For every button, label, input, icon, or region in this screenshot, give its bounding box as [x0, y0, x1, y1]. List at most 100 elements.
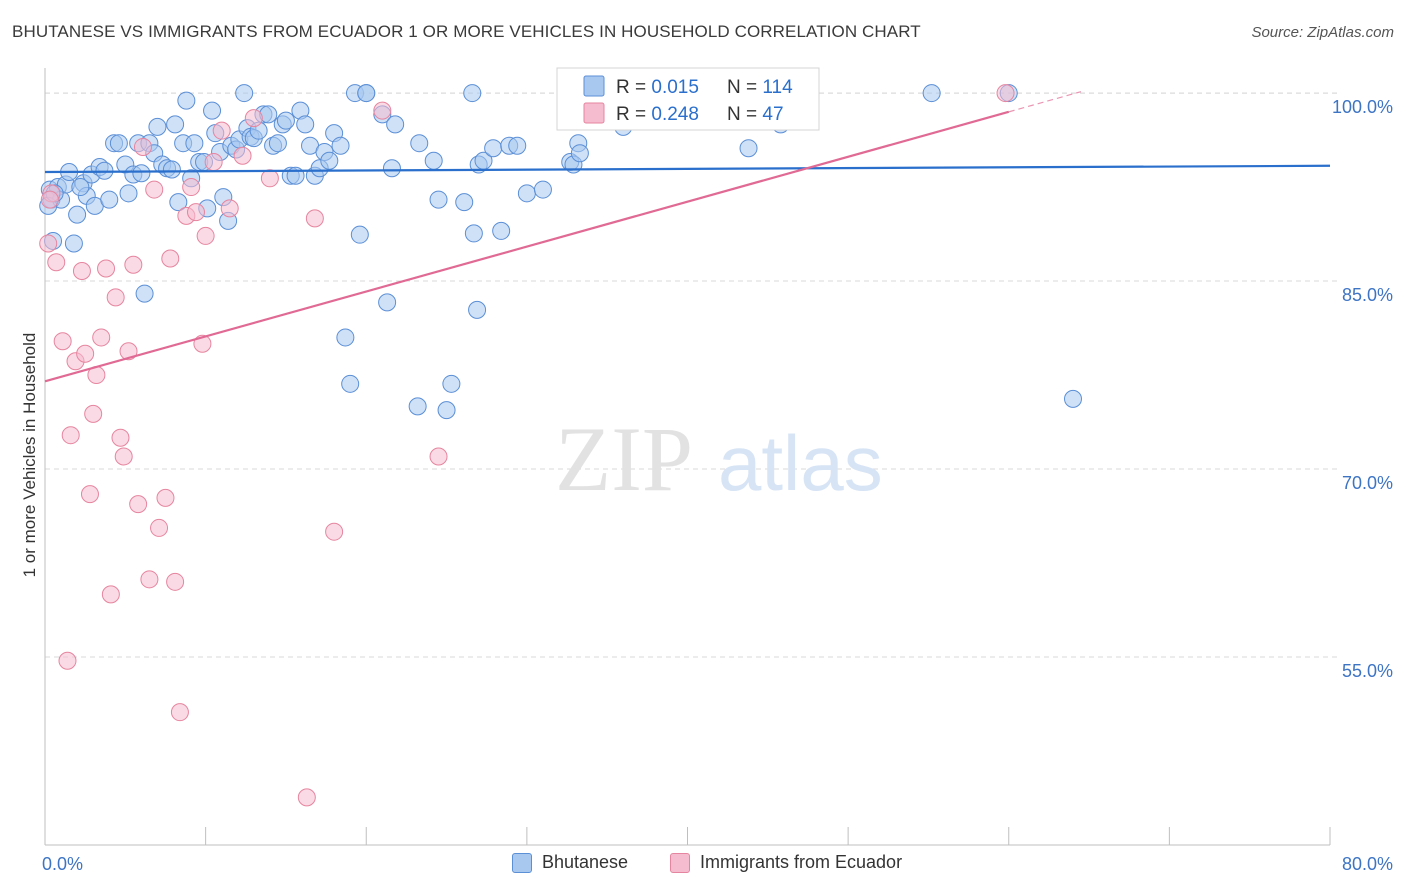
point-bhutanese[interactable]: [268, 134, 287, 153]
point-bhutanese[interactable]: [410, 134, 429, 153]
point-ecuador[interactable]: [114, 447, 133, 466]
y-tick-label: 70.0%: [1342, 473, 1393, 493]
point-ecuador[interactable]: [996, 84, 1015, 103]
point-ecuador[interactable]: [72, 262, 91, 281]
point-bhutanese[interactable]: [276, 111, 295, 130]
point-bhutanese[interactable]: [135, 284, 154, 303]
point-ecuador[interactable]: [186, 203, 205, 222]
point-bhutanese[interactable]: [169, 193, 188, 212]
point-bhutanese[interactable]: [71, 178, 90, 197]
point-bhutanese[interactable]: [177, 91, 196, 110]
point-bhutanese[interactable]: [162, 160, 181, 179]
point-ecuador[interactable]: [233, 146, 252, 165]
point-bhutanese[interactable]: [382, 159, 401, 178]
point-bhutanese[interactable]: [508, 136, 527, 155]
point-ecuador[interactable]: [145, 180, 164, 199]
point-bhutanese[interactable]: [119, 184, 138, 203]
point-ecuador[interactable]: [305, 209, 324, 228]
point-ecuador[interactable]: [150, 518, 169, 537]
point-bhutanese[interactable]: [320, 151, 339, 170]
point-ecuador[interactable]: [76, 344, 95, 363]
point-ecuador[interactable]: [40, 190, 59, 209]
point-bhutanese[interactable]: [492, 221, 511, 240]
point-bhutanese[interactable]: [68, 205, 87, 224]
point-bhutanese[interactable]: [100, 190, 119, 209]
legend-label-ecuador: Immigrants from Ecuador: [700, 852, 903, 872]
point-ecuador[interactable]: [156, 488, 175, 507]
legend-item-ecuador[interactable]: Immigrants from Ecuador: [670, 852, 902, 873]
point-ecuador[interactable]: [39, 234, 58, 253]
point-bhutanese[interactable]: [357, 84, 376, 103]
point-ecuador[interactable]: [196, 226, 215, 245]
point-ecuador[interactable]: [166, 572, 185, 591]
point-bhutanese[interactable]: [463, 84, 482, 103]
point-ecuador[interactable]: [204, 152, 223, 171]
point-bhutanese[interactable]: [341, 374, 360, 393]
point-bhutanese[interactable]: [296, 115, 315, 134]
point-bhutanese[interactable]: [331, 136, 350, 155]
point-ecuador[interactable]: [106, 288, 125, 307]
point-ecuador[interactable]: [124, 255, 143, 274]
y-tick-label: 100.0%: [1332, 97, 1393, 117]
point-bhutanese[interactable]: [437, 401, 456, 420]
point-ecuador[interactable]: [170, 703, 189, 722]
point-bhutanese[interactable]: [468, 300, 487, 319]
watermark-atlas: atlas: [718, 419, 883, 507]
point-bhutanese[interactable]: [235, 84, 254, 103]
point-bhutanese[interactable]: [408, 397, 427, 416]
point-ecuador[interactable]: [47, 253, 66, 272]
point-bhutanese[interactable]: [132, 164, 151, 183]
point-bhutanese[interactable]: [350, 225, 369, 244]
point-bhutanese[interactable]: [429, 190, 448, 209]
point-bhutanese[interactable]: [336, 328, 355, 347]
y-tick-label: 85.0%: [1342, 285, 1393, 305]
point-bhutanese[interactable]: [185, 134, 204, 153]
point-ecuador[interactable]: [92, 328, 111, 347]
legend-item-bhutanese[interactable]: Bhutanese: [512, 852, 628, 873]
point-bhutanese[interactable]: [570, 144, 589, 163]
point-ecuador[interactable]: [212, 121, 231, 140]
point-ecuador[interactable]: [140, 570, 159, 589]
point-ecuador[interactable]: [84, 404, 103, 423]
point-ecuador[interactable]: [53, 332, 72, 351]
point-bhutanese[interactable]: [424, 151, 443, 170]
point-bhutanese[interactable]: [166, 115, 185, 134]
point-ecuador[interactable]: [80, 485, 99, 504]
point-bhutanese[interactable]: [739, 139, 758, 158]
point-ecuador[interactable]: [133, 137, 152, 156]
chart-title: BHUTANESE VS IMMIGRANTS FROM ECUADOR 1 O…: [12, 22, 921, 41]
point-ecuador[interactable]: [244, 109, 263, 128]
point-ecuador[interactable]: [111, 428, 130, 447]
point-bhutanese[interactable]: [148, 117, 167, 136]
point-ecuador[interactable]: [161, 249, 180, 268]
point-ecuador[interactable]: [325, 522, 344, 541]
point-ecuador[interactable]: [58, 651, 77, 670]
point-bhutanese[interactable]: [517, 184, 536, 203]
point-bhutanese[interactable]: [455, 193, 474, 212]
point-bhutanese[interactable]: [442, 374, 461, 393]
point-bhutanese[interactable]: [386, 115, 405, 134]
point-ecuador[interactable]: [101, 585, 120, 604]
point-bhutanese[interactable]: [922, 84, 941, 103]
point-bhutanese[interactable]: [464, 224, 483, 243]
point-ecuador[interactable]: [373, 101, 392, 120]
legend-r-label-2: R =: [616, 104, 651, 125]
point-bhutanese[interactable]: [1064, 389, 1082, 408]
point-bhutanese[interactable]: [484, 139, 503, 158]
legend-n-label-2: N =: [727, 104, 762, 125]
point-ecuador[interactable]: [182, 178, 201, 197]
point-bhutanese[interactable]: [533, 180, 552, 199]
point-bhutanese[interactable]: [64, 234, 83, 253]
trendline-ecuador-extension: [1008, 91, 1082, 113]
point-bhutanese[interactable]: [109, 134, 128, 153]
point-bhutanese[interactable]: [378, 293, 397, 312]
point-ecuador[interactable]: [97, 259, 116, 278]
point-ecuador[interactable]: [61, 426, 80, 445]
point-bhutanese[interactable]: [203, 101, 222, 120]
point-ecuador[interactable]: [429, 447, 448, 466]
point-ecuador[interactable]: [297, 788, 316, 807]
point-ecuador[interactable]: [260, 169, 279, 188]
point-ecuador[interactable]: [129, 495, 148, 514]
point-ecuador[interactable]: [220, 199, 239, 218]
point-ecuador[interactable]: [119, 342, 138, 361]
